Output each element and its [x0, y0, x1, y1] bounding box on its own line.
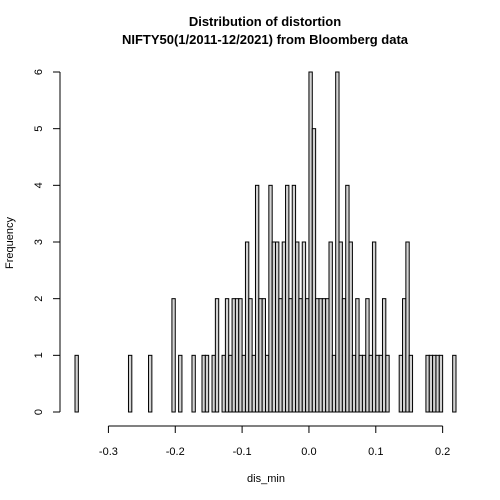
histogram-bar [291, 184, 297, 413]
histogram-bar [295, 241, 300, 413]
x-axis: -0.3 -0.2 -0.1 0.0 0.1 0.2 [99, 425, 450, 458]
histogram-bar [261, 298, 267, 413]
chart-subtitle: NIFTY50(1/2011-12/2021) from Bloomberg d… [122, 32, 409, 47]
histogram-bar [351, 354, 357, 413]
chart-title: Distribution of distortion [189, 14, 341, 29]
histogram-bar [254, 184, 260, 413]
y-tick-label: 4 [33, 182, 45, 188]
histogram-bar [365, 298, 370, 413]
histogram-bar [405, 241, 410, 413]
y-tick-label: 5 [33, 126, 45, 132]
histogram-bars [74, 71, 457, 413]
histogram-bar [298, 298, 303, 413]
histogram-bar [321, 298, 327, 413]
histogram-bar [148, 354, 153, 413]
histogram-bar [331, 354, 337, 413]
histogram-bar [171, 298, 176, 413]
histogram-bar [325, 298, 330, 413]
histogram-bar [238, 298, 243, 413]
histogram-bar [328, 241, 333, 413]
x-tick-label: 0.2 [435, 446, 450, 458]
x-tick-label: -0.3 [99, 446, 118, 458]
x-tick-label: -0.1 [233, 446, 252, 458]
histogram-bar [438, 354, 444, 413]
histogram-bar [301, 241, 307, 413]
histogram-bar [368, 354, 373, 413]
histogram-bar [258, 298, 263, 413]
histogram-bar [452, 354, 457, 413]
histogram-bar [178, 354, 183, 413]
histogram-bar [241, 354, 246, 413]
y-tick-label: 0 [33, 409, 45, 415]
histogram-bar [398, 354, 404, 413]
histogram-bar [308, 71, 313, 413]
histogram-bar [285, 184, 290, 413]
histogram-bar [127, 354, 133, 413]
histogram-bar [265, 354, 270, 413]
histogram-bar [231, 298, 236, 413]
y-tick-label: 3 [33, 239, 45, 245]
histogram-bar [348, 241, 353, 413]
histogram-bar [278, 298, 283, 413]
histogram-bar [305, 298, 310, 413]
x-tick-label: -0.2 [166, 446, 185, 458]
histogram-bar [191, 354, 196, 413]
x-tick-label: 0.0 [301, 446, 316, 458]
histogram-bar [375, 354, 380, 413]
x-axis-label: dis_min [247, 473, 285, 485]
histogram-bar [341, 298, 347, 413]
histogram-bar [335, 71, 340, 413]
histogram-bar [432, 354, 437, 413]
histogram-bar [234, 298, 240, 413]
histogram-bar [358, 354, 363, 413]
histogram-bar [211, 354, 216, 413]
histogram-bar [271, 241, 277, 413]
histogram-bar [315, 298, 320, 413]
histogram-bar [425, 354, 430, 413]
histogram-bar [288, 298, 293, 413]
histogram-bar [268, 184, 273, 413]
histogram-bar [435, 354, 440, 413]
histogram-bar [318, 298, 323, 413]
histogram-bar [201, 354, 206, 413]
histogram-bar [244, 241, 250, 413]
histogram-bar [428, 354, 434, 413]
histogram-bar [228, 354, 233, 413]
histogram-bar [361, 354, 367, 413]
histogram-bar [402, 298, 407, 413]
histogram-bar [355, 298, 360, 413]
histogram-bar [204, 354, 210, 413]
histogram-bar [338, 241, 343, 413]
x-tick-label: 0.1 [368, 446, 383, 458]
histogram-bar [275, 241, 280, 413]
y-tick-label: 6 [33, 69, 45, 75]
histogram-bar [408, 354, 414, 413]
y-axis: 0 1 2 3 4 5 6 [33, 69, 61, 415]
y-tick-label: 2 [33, 296, 45, 302]
histogram-bar [214, 298, 220, 413]
histogram-bar [345, 184, 350, 413]
y-tick-label: 1 [33, 352, 45, 358]
histogram-bar [221, 354, 226, 413]
histogram-bar [74, 354, 79, 413]
y-axis-label: Frequency [4, 217, 16, 269]
histogram-bar [248, 298, 253, 413]
histogram-bar [311, 128, 317, 413]
histogram-bar [224, 298, 230, 413]
histogram-bar [281, 241, 287, 413]
histogram-bar [381, 298, 387, 413]
histogram-bar [371, 241, 377, 413]
histogram-bar [251, 354, 256, 413]
histogram-bar [385, 354, 390, 413]
histogram-bar [378, 354, 383, 413]
